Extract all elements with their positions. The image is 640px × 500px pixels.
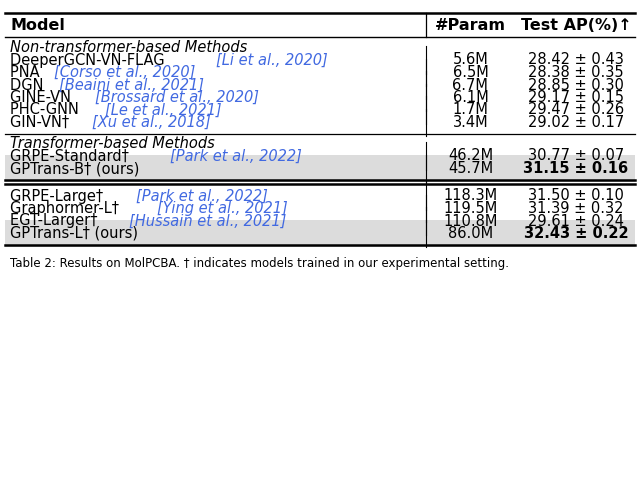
Text: 119.5M: 119.5M	[444, 201, 497, 216]
Text: DeeperGCN-VN-FLAG: DeeperGCN-VN-FLAG	[10, 52, 170, 68]
Text: [Ying et al., 2021]: [Ying et al., 2021]	[157, 201, 287, 216]
Text: 1.7M: 1.7M	[452, 102, 488, 118]
Text: [Li et al., 2020]: [Li et al., 2020]	[216, 52, 328, 68]
Text: 6.1M: 6.1M	[452, 90, 488, 105]
Text: Model: Model	[10, 18, 65, 32]
Text: 31.39 ± 0.32: 31.39 ± 0.32	[528, 201, 624, 216]
Text: [Brossard et al., 2020]: [Brossard et al., 2020]	[95, 90, 259, 105]
Text: [Beaini et al., 2021]: [Beaini et al., 2021]	[60, 78, 204, 92]
Text: #Param: #Param	[435, 18, 506, 32]
Text: 118.3M: 118.3M	[444, 188, 497, 204]
Text: [Park et al., 2022]: [Park et al., 2022]	[170, 148, 301, 164]
Text: PHC-GNN: PHC-GNN	[10, 102, 84, 118]
Text: DGN: DGN	[10, 78, 49, 92]
Text: [Corso et al., 2020]: [Corso et al., 2020]	[54, 65, 196, 80]
Text: [Xu et al., 2018]: [Xu et al., 2018]	[93, 115, 211, 130]
Text: 5.6M: 5.6M	[452, 52, 488, 68]
Text: [Le et al., 2021]: [Le et al., 2021]	[105, 102, 221, 118]
Text: GINE-VN: GINE-VN	[10, 90, 76, 105]
Text: 32.43 ± 0.22: 32.43 ± 0.22	[524, 226, 628, 241]
Text: 46.2M: 46.2M	[448, 148, 493, 164]
Text: 29.61 ± 0.24: 29.61 ± 0.24	[528, 214, 624, 228]
Text: 86.0M: 86.0M	[448, 226, 493, 241]
Text: 45.7M: 45.7M	[448, 161, 493, 176]
Text: Non-transformer-based Methods: Non-transformer-based Methods	[10, 40, 248, 55]
Text: 31.15 ± 0.16: 31.15 ± 0.16	[524, 161, 628, 176]
Text: 28.42 ± 0.43: 28.42 ± 0.43	[528, 52, 624, 68]
Text: GRPE-Standard†: GRPE-Standard†	[10, 148, 134, 164]
Text: 6.7M: 6.7M	[452, 78, 488, 92]
Text: GIN-VN†: GIN-VN†	[10, 115, 74, 130]
Text: Test AP(%)↑: Test AP(%)↑	[521, 18, 631, 32]
Bar	[5, 220, 635, 247]
Text: 29.02 ± 0.17: 29.02 ± 0.17	[528, 115, 624, 130]
Text: 29.17 ± 0.15: 29.17 ± 0.15	[528, 90, 624, 105]
Text: 3.4M: 3.4M	[452, 115, 488, 130]
Text: Graphormer-L†: Graphormer-L†	[10, 201, 124, 216]
Text: 110.8M: 110.8M	[444, 214, 497, 228]
Bar	[5, 155, 635, 182]
Text: Transformer-based Methods: Transformer-based Methods	[10, 136, 215, 152]
Text: [Hussain et al., 2021]: [Hussain et al., 2021]	[129, 214, 287, 228]
Text: GPTrans-B† (ours): GPTrans-B† (ours)	[10, 161, 140, 176]
Text: GRPE-Large†: GRPE-Large†	[10, 188, 108, 204]
Text: 6.5M: 6.5M	[452, 65, 488, 80]
Text: PNA: PNA	[10, 65, 45, 80]
Text: 29.47 ± 0.26: 29.47 ± 0.26	[528, 102, 624, 118]
Text: 28.38 ± 0.35: 28.38 ± 0.35	[528, 65, 624, 80]
Text: EGT-Larger†: EGT-Larger†	[10, 214, 102, 228]
Text: [Park et al., 2022]: [Park et al., 2022]	[136, 188, 268, 204]
Text: 30.77 ± 0.07: 30.77 ± 0.07	[528, 148, 624, 164]
Text: 31.50 ± 0.10: 31.50 ± 0.10	[528, 188, 624, 204]
Text: GPTrans-L† (ours): GPTrans-L† (ours)	[10, 226, 138, 241]
Text: Table 2: Results on MolPCBA. † indicates models trained in our experimental sett: Table 2: Results on MolPCBA. † indicates…	[10, 258, 509, 270]
Text: 28.85 ± 0.30: 28.85 ± 0.30	[528, 78, 624, 92]
